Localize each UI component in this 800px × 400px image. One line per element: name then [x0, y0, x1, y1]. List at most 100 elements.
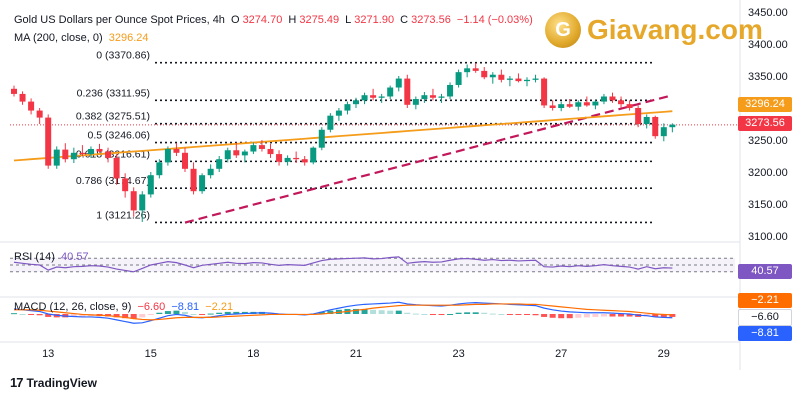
- candle-body: [438, 96, 445, 98]
- candle: [122, 173, 129, 198]
- open-label: O: [231, 14, 240, 26]
- candle-body: [250, 145, 257, 152]
- macd-hist-tag: −6.60: [738, 309, 792, 326]
- macd-histogram-bar: [164, 311, 171, 314]
- candle-body: [421, 95, 428, 100]
- close-label: C: [400, 14, 409, 26]
- macd-histogram-bar: [481, 312, 488, 314]
- date-tick-label: 21: [350, 348, 362, 360]
- rsi-legend[interactable]: RSI (14) 40.57: [14, 251, 92, 263]
- candle-body: [618, 100, 625, 105]
- candle: [489, 72, 496, 84]
- tradingview-icon: 17: [10, 375, 24, 390]
- candle-body: [139, 194, 146, 211]
- high-label: H: [288, 14, 297, 26]
- macd-histogram-bar: [70, 314, 77, 317]
- candle: [378, 93, 385, 103]
- candle-body: [190, 168, 197, 192]
- candle-body: [310, 147, 317, 163]
- candle: [216, 156, 223, 172]
- candle-body: [87, 148, 94, 155]
- candle: [429, 88, 436, 101]
- candle-body: [361, 95, 368, 101]
- macd-histogram-bar: [455, 312, 462, 314]
- macd-signal-legend-value: −2.21: [205, 301, 234, 313]
- candle-body: [472, 68, 479, 71]
- macd-histogram-bar: [370, 309, 377, 314]
- candle: [182, 147, 188, 172]
- ma-legend-value: 3296.24: [108, 32, 149, 44]
- symbol-title: Gold US Dollars per Ounce Spot Prices, 4…: [14, 14, 225, 26]
- macd-histogram-bar: [609, 314, 616, 317]
- candle: [643, 114, 650, 129]
- candle: [327, 113, 334, 133]
- candle-body: [515, 78, 522, 82]
- candle: [353, 97, 359, 108]
- candle: [70, 147, 77, 164]
- candle: [532, 74, 539, 83]
- macd-label: MACD (12, 26, close, 9): [14, 301, 132, 313]
- macd-histogram-bar: [583, 314, 590, 318]
- candle-body: [156, 162, 163, 176]
- candle-body: [318, 129, 325, 148]
- last-price-tag: 3273.56: [738, 116, 792, 131]
- candle-body: [199, 175, 206, 192]
- macd-histogram-bar: [147, 314, 154, 315]
- macd-line-tag: −8.81: [738, 326, 792, 341]
- macd-histogram-bar: [122, 314, 129, 319]
- candle: [669, 123, 676, 133]
- candle: [652, 115, 659, 139]
- candle-body: [506, 78, 513, 80]
- price-tick-label: 3150.00: [748, 199, 788, 211]
- watermark-text: Giavang.com: [587, 14, 763, 45]
- candle: [438, 93, 445, 103]
- candle: [600, 93, 607, 105]
- price-tick-label: 3100.00: [748, 231, 788, 243]
- candle: [498, 69, 505, 83]
- candle: [96, 143, 103, 153]
- candle-body: [96, 148, 103, 152]
- macd-histogram-bar: [327, 310, 334, 314]
- macd-histogram-bar: [506, 314, 513, 315]
- candle: [62, 143, 69, 163]
- date-tick-label: 13: [42, 348, 54, 360]
- symbol-legend: Gold US Dollars per Ounce Spot Prices, 4…: [14, 14, 536, 26]
- macd-histogram-bar: [669, 314, 676, 317]
- candle: [147, 172, 154, 198]
- macd-histogram-bar: [233, 311, 240, 314]
- rsi-line: [13, 256, 673, 273]
- candle: [404, 74, 411, 108]
- macd-histogram-bar: [472, 312, 479, 314]
- candle-body: [532, 78, 539, 80]
- macd-histogram-bar: [447, 314, 454, 315]
- candle-body: [583, 102, 590, 106]
- candle-body: [387, 87, 394, 97]
- candle-body: [70, 152, 77, 160]
- candle-body: [669, 124, 676, 128]
- macd-histogram-bar: [241, 311, 248, 314]
- candle-body: [105, 151, 112, 158]
- macd-histogram-bar: [224, 311, 231, 314]
- ma-legend[interactable]: MA (200, close, 0) 3296.24: [14, 32, 151, 44]
- candle: [310, 146, 317, 165]
- macd-histogram-bar: [199, 314, 206, 315]
- macd-legend[interactable]: MACD (12, 26, close, 9) −6.60 −8.81 −2.2…: [14, 301, 236, 313]
- candle: [660, 123, 667, 142]
- macd-histogram-bar: [387, 310, 394, 314]
- candle-body: [344, 104, 351, 111]
- macd-histogram-bar: [45, 314, 52, 317]
- macd-histogram-bar: [11, 313, 17, 315]
- candle: [318, 127, 325, 151]
- fib-level-label: 0.382 (3275.51): [76, 111, 150, 123]
- giavang-logo-icon: G: [545, 12, 581, 48]
- candle-body: [575, 102, 582, 107]
- tradingview-text: TradingView: [26, 375, 97, 390]
- fib-level-label: 1 (3121.26): [96, 209, 150, 221]
- tradingview-logo[interactable]: 17 TradingView: [10, 375, 97, 390]
- macd-histogram-bar: [207, 313, 214, 315]
- candle: [156, 159, 163, 179]
- candle-body: [207, 168, 214, 176]
- candle: [113, 154, 120, 185]
- candle-body: [216, 159, 223, 169]
